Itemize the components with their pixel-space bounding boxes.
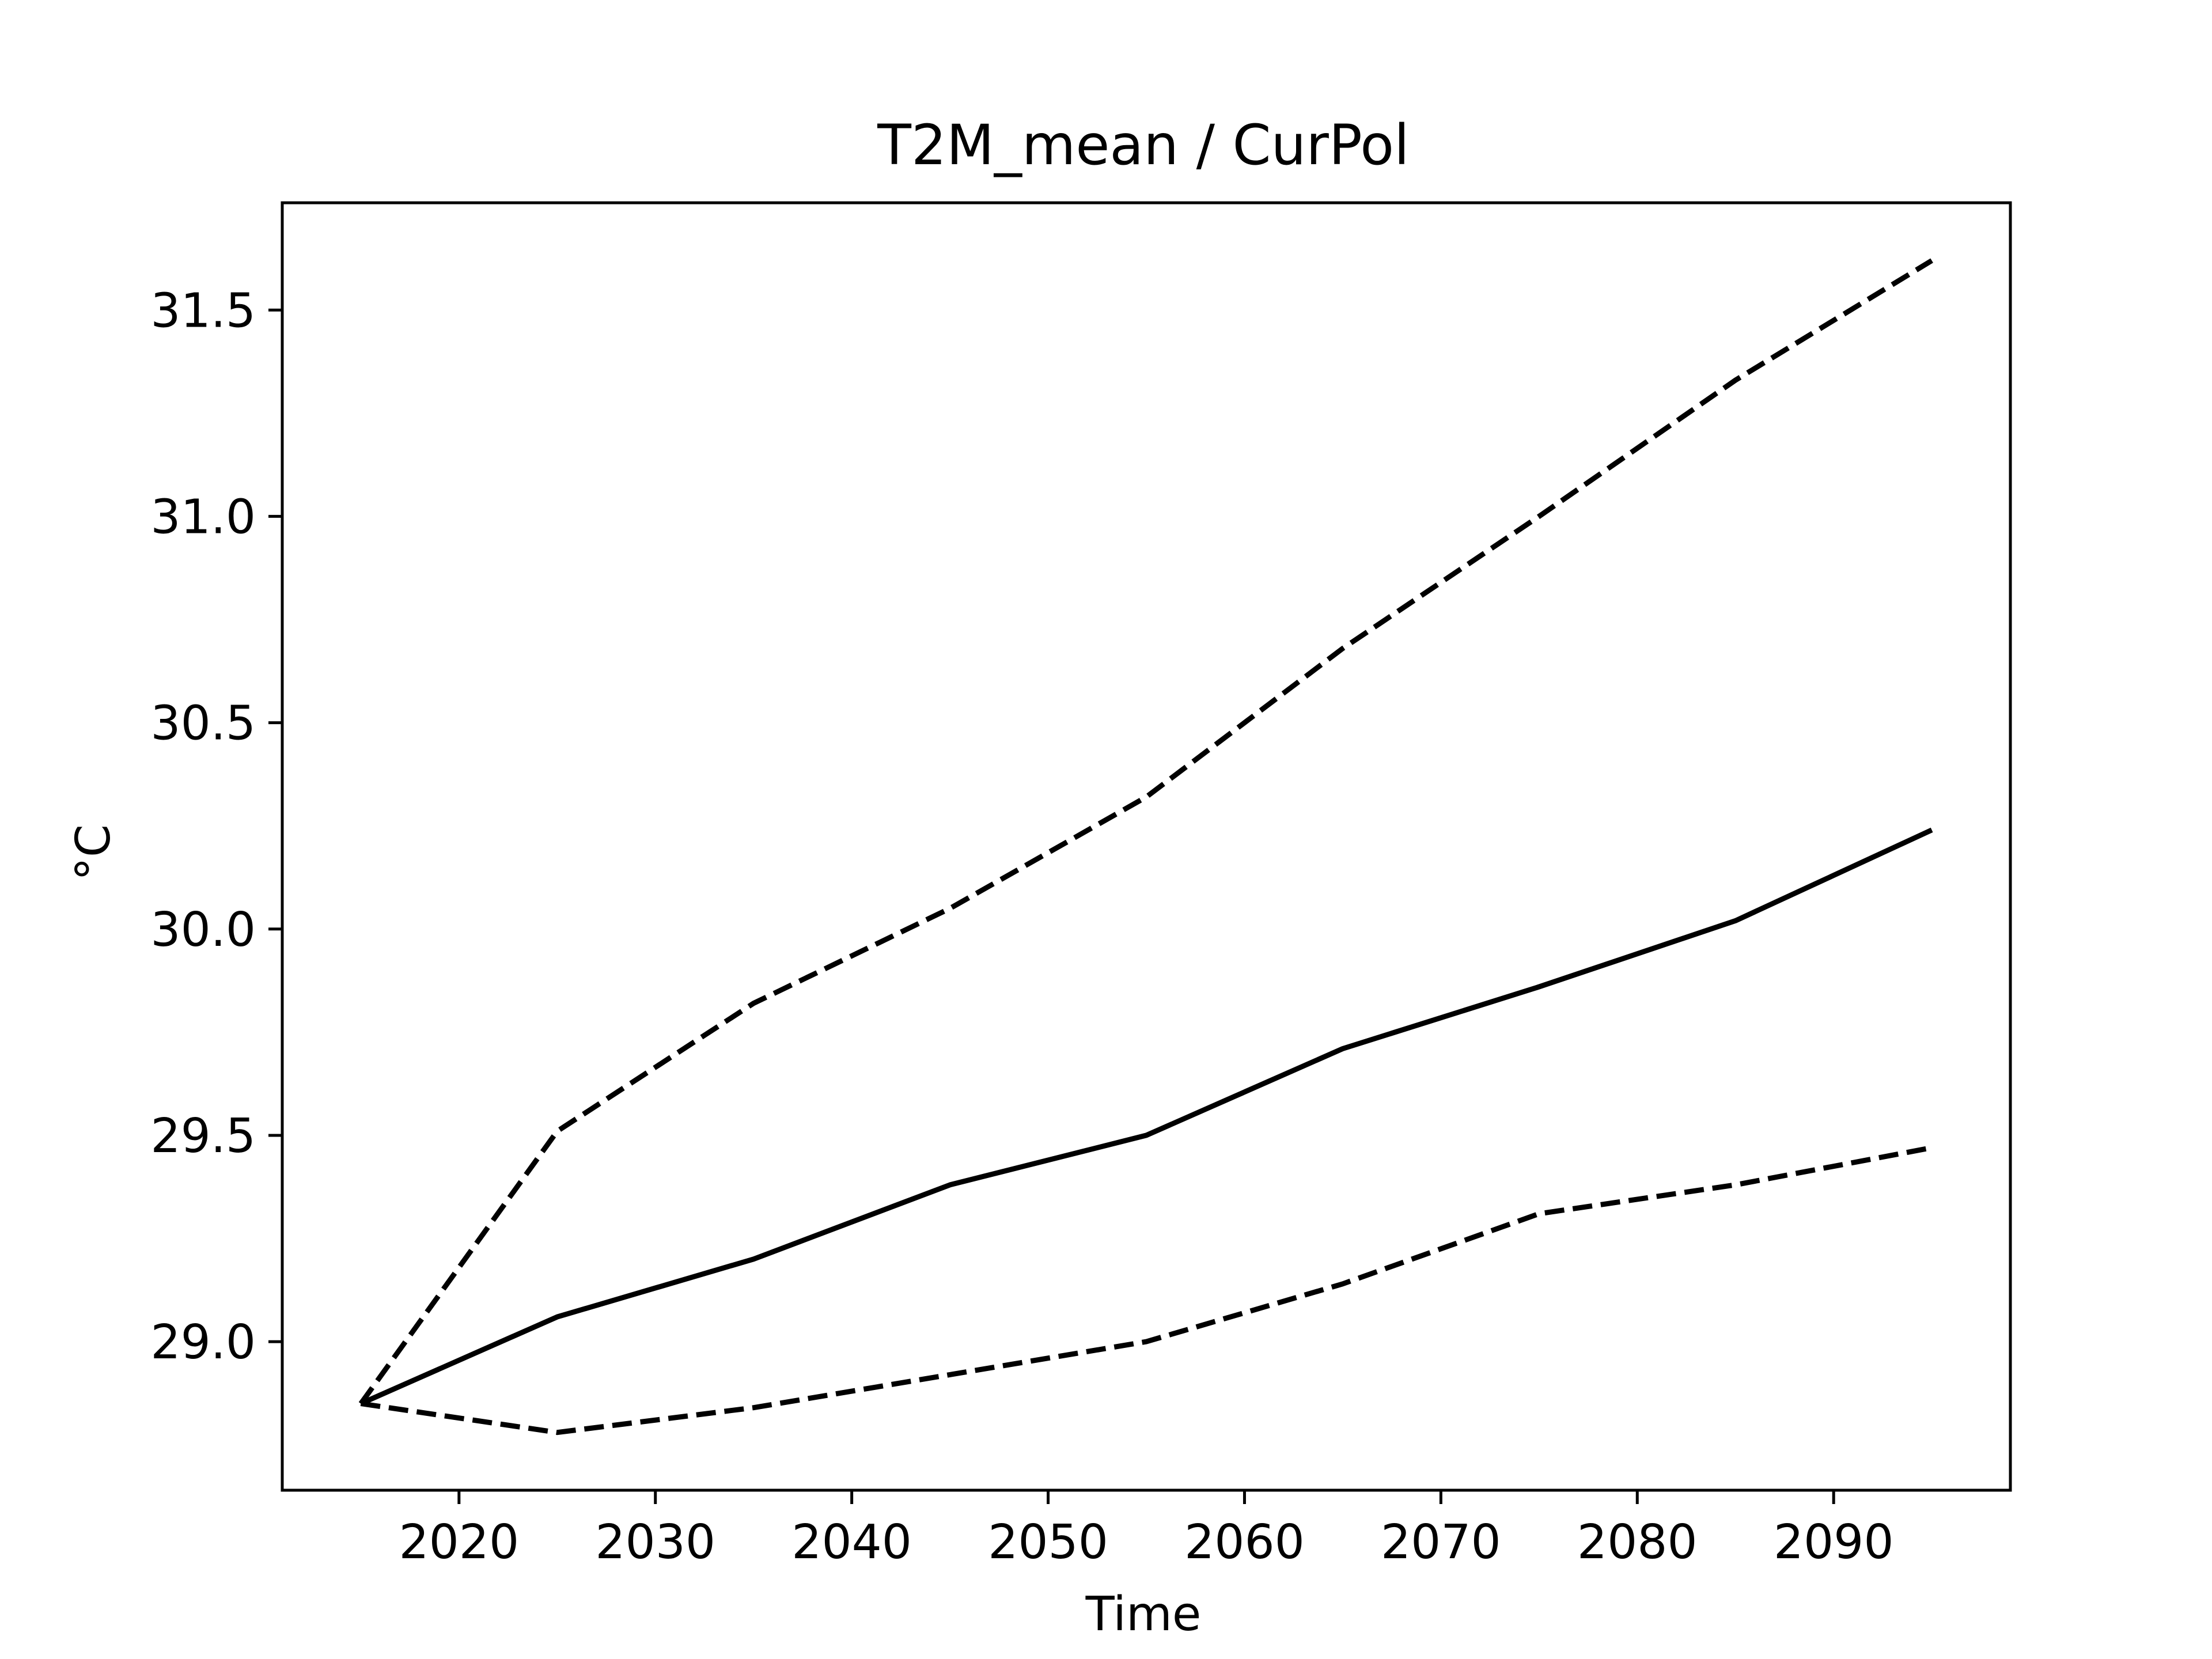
solid-series-line-1	[359, 827, 1933, 1406]
x-tick-label: 2070	[1381, 1515, 1501, 1570]
y-tick-label: 31.0	[150, 490, 256, 544]
plot-frame	[281, 201, 2012, 1492]
dashed-series-line-2	[358, 258, 1933, 1406]
y-tick-label: 29.0	[150, 1315, 256, 1370]
x-tick-label: 2040	[791, 1515, 912, 1570]
dashed-series-line-3	[360, 1145, 1933, 1435]
x-tick-label: 2090	[1774, 1515, 1894, 1570]
x-tick-label: 2050	[988, 1515, 1108, 1570]
x-tick-label: 2020	[399, 1515, 519, 1570]
series-layer	[358, 258, 1933, 1435]
y-tick-label: 30.5	[150, 696, 256, 751]
y-axis-label: °C	[66, 824, 121, 881]
y-tick-label: 29.5	[150, 1109, 256, 1164]
ticks-layer: 2020 2030 2040 2050 2060 2070 2080 2090 29.0 29.5…	[150, 283, 1893, 1570]
x-tick-label: 2060	[1184, 1515, 1305, 1570]
x-tick-label: 2080	[1577, 1515, 1698, 1570]
x-tick-label: 2030	[595, 1515, 715, 1570]
y-tick-label: 30.0	[150, 903, 256, 957]
chart-title: T2M_mean / CurPol	[877, 113, 1409, 177]
y-tick-label: 31.5	[150, 283, 256, 338]
x-axis-label: Time	[1085, 1587, 1202, 1642]
